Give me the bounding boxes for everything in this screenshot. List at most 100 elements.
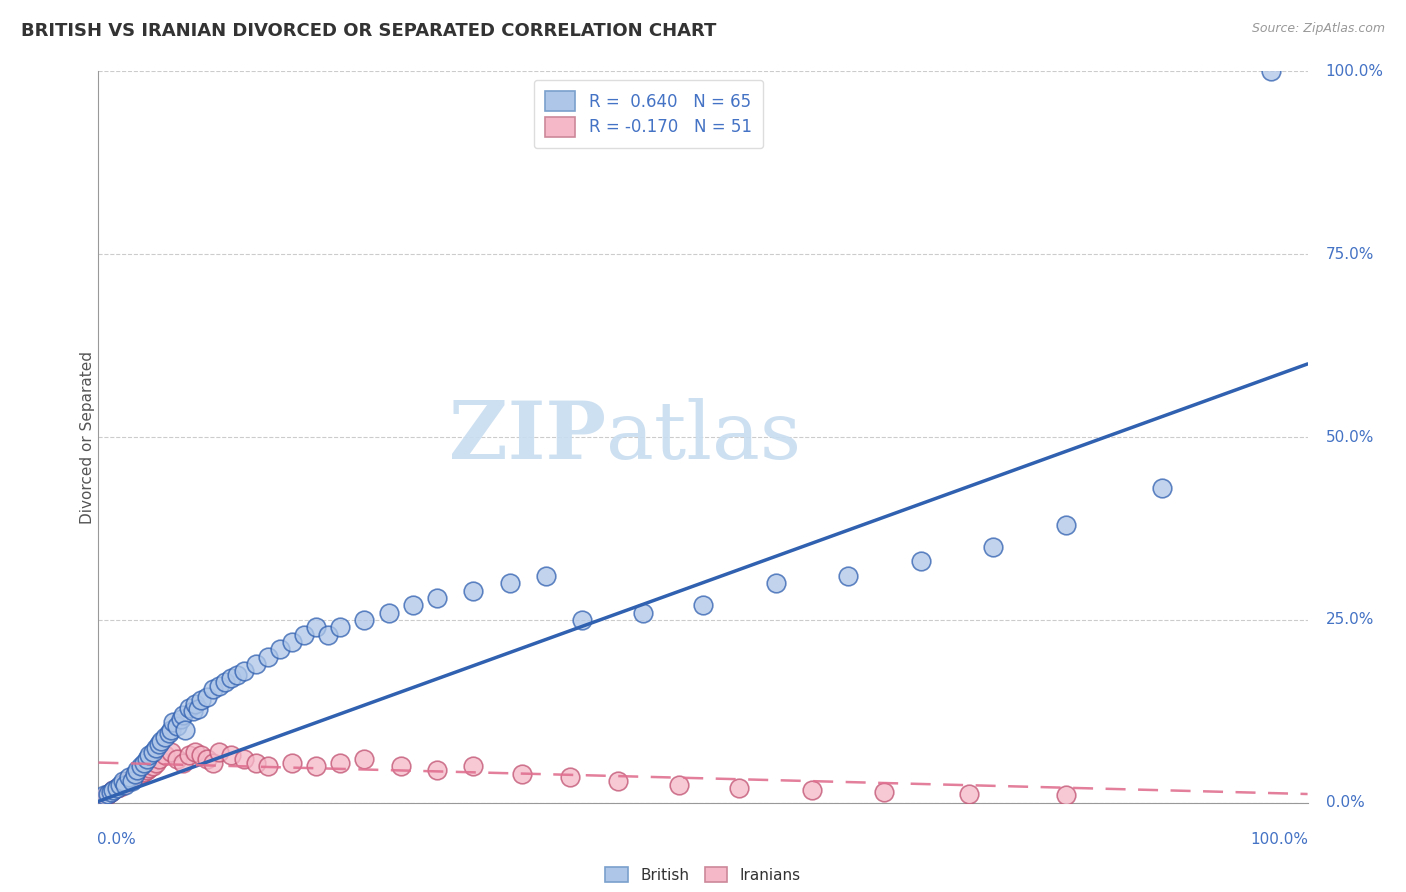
- Point: [111, 773, 134, 788]
- Point: [148, 752, 170, 766]
- Text: 100.0%: 100.0%: [1326, 64, 1384, 78]
- Point: [800, 782, 823, 797]
- Point: [329, 756, 352, 770]
- Point: [221, 672, 243, 686]
- Point: [981, 540, 1004, 554]
- Point: [187, 702, 209, 716]
- Point: [138, 748, 160, 763]
- Point: [153, 748, 176, 763]
- Y-axis label: Divorced or Separated: Divorced or Separated: [80, 351, 94, 524]
- Point: [190, 748, 212, 763]
- Point: [174, 723, 197, 737]
- Point: [127, 768, 149, 782]
- Point: [181, 705, 204, 719]
- Point: [305, 620, 328, 634]
- Point: [353, 613, 375, 627]
- Text: 0.0%: 0.0%: [97, 832, 136, 847]
- Legend: British, Iranians: British, Iranians: [598, 859, 808, 890]
- Point: [96, 789, 118, 803]
- Point: [292, 627, 315, 641]
- Point: [124, 766, 146, 780]
- Point: [101, 782, 124, 797]
- Point: [121, 773, 143, 788]
- Point: [245, 756, 267, 770]
- Point: [232, 664, 254, 678]
- Point: [129, 766, 152, 780]
- Point: [426, 763, 449, 777]
- Point: [402, 599, 425, 613]
- Point: [145, 740, 167, 755]
- Point: [166, 719, 188, 733]
- Point: [498, 576, 520, 591]
- Point: [329, 620, 352, 634]
- Point: [91, 792, 114, 806]
- Point: [607, 773, 630, 788]
- Point: [281, 635, 304, 649]
- Point: [184, 745, 207, 759]
- Point: [142, 745, 165, 759]
- Point: [1054, 789, 1077, 803]
- Point: [105, 781, 128, 796]
- Point: [353, 752, 375, 766]
- Point: [245, 657, 267, 671]
- Point: [118, 770, 141, 784]
- Point: [510, 766, 533, 780]
- Point: [172, 708, 194, 723]
- Point: [177, 700, 201, 714]
- Text: Source: ZipAtlas.com: Source: ZipAtlas.com: [1251, 22, 1385, 36]
- Point: [426, 591, 449, 605]
- Point: [957, 787, 980, 801]
- Point: [558, 770, 581, 784]
- Point: [571, 613, 593, 627]
- Point: [145, 756, 167, 770]
- Point: [305, 759, 328, 773]
- Point: [692, 599, 714, 613]
- Point: [1260, 64, 1282, 78]
- Text: 75.0%: 75.0%: [1326, 247, 1374, 261]
- Point: [101, 782, 124, 797]
- Point: [214, 675, 236, 690]
- Point: [256, 759, 278, 773]
- Point: [157, 726, 180, 740]
- Point: [108, 780, 131, 794]
- Point: [142, 759, 165, 773]
- Point: [631, 606, 654, 620]
- Point: [153, 730, 176, 744]
- Point: [534, 569, 557, 583]
- Point: [837, 569, 859, 583]
- Point: [169, 712, 191, 726]
- Point: [100, 785, 122, 799]
- Point: [118, 773, 141, 788]
- Point: [190, 693, 212, 707]
- Point: [910, 554, 932, 568]
- Point: [463, 759, 485, 773]
- Point: [172, 756, 194, 770]
- Point: [114, 777, 136, 792]
- Text: 100.0%: 100.0%: [1251, 832, 1309, 847]
- Point: [134, 765, 156, 780]
- Point: [195, 690, 218, 704]
- Point: [134, 756, 156, 770]
- Point: [105, 781, 128, 796]
- Point: [221, 748, 243, 763]
- Point: [135, 752, 157, 766]
- Point: [377, 606, 399, 620]
- Point: [162, 715, 184, 730]
- Point: [160, 723, 183, 737]
- Point: [208, 679, 231, 693]
- Point: [114, 775, 136, 789]
- Point: [93, 789, 115, 804]
- Point: [129, 759, 152, 773]
- Point: [100, 785, 122, 799]
- Point: [1054, 517, 1077, 532]
- Point: [281, 756, 304, 770]
- Point: [121, 772, 143, 787]
- Point: [232, 752, 254, 766]
- Point: [316, 627, 339, 641]
- Point: [111, 777, 134, 792]
- Point: [463, 583, 485, 598]
- Point: [269, 642, 291, 657]
- Point: [93, 789, 115, 803]
- Point: [668, 777, 690, 792]
- Point: [160, 745, 183, 759]
